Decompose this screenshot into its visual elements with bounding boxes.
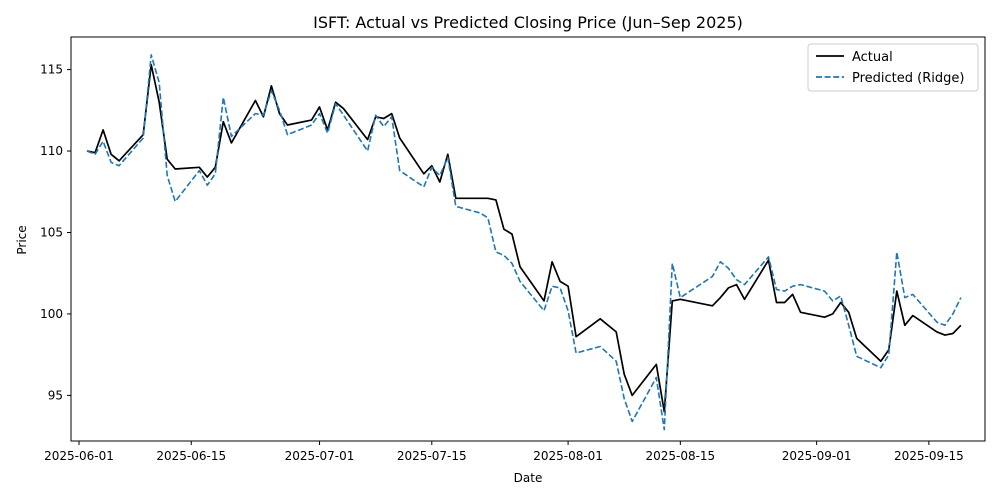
y-tick-label: 95	[48, 388, 63, 402]
legend: Actual Predicted (Ridge)	[807, 43, 979, 92]
y-tick-label: 105	[40, 225, 63, 239]
series-line-actual	[86, 63, 962, 413]
plot-area	[70, 36, 986, 442]
x-tick-label: 2025-07-01	[285, 449, 355, 463]
y-tick-label: 110	[40, 144, 63, 158]
y-tick-label: 115	[40, 63, 63, 77]
y-axis-title: Price	[15, 225, 29, 254]
x-axis-title: Date	[514, 471, 543, 485]
x-tick-label: 2025-06-01	[44, 449, 114, 463]
x-tick-label: 2025-09-01	[782, 449, 852, 463]
chart-title: ISFT: Actual vs Predicted Closing Price …	[313, 13, 743, 32]
y-axis: 95 100 105 110 115	[40, 63, 71, 402]
plot-frame	[70, 36, 986, 442]
x-tick-label: 2025-07-15	[397, 449, 467, 463]
series-line-predicted	[86, 54, 962, 431]
legend-box	[807, 43, 979, 92]
legend-label-predicted: Predicted (Ridge)	[852, 71, 964, 86]
x-tick-label: 2025-08-15	[645, 449, 715, 463]
y-tick-label: 100	[40, 307, 63, 321]
legend-label-actual: Actual	[852, 50, 893, 65]
x-axis: 2025-06-01 2025-06-15 2025-07-01 2025-07-15…	[44, 441, 964, 463]
x-tick-label: 2025-08-01	[533, 449, 603, 463]
x-tick-label: 2025-06-15	[156, 449, 226, 463]
x-tick-label: 2025-09-15	[894, 449, 964, 463]
